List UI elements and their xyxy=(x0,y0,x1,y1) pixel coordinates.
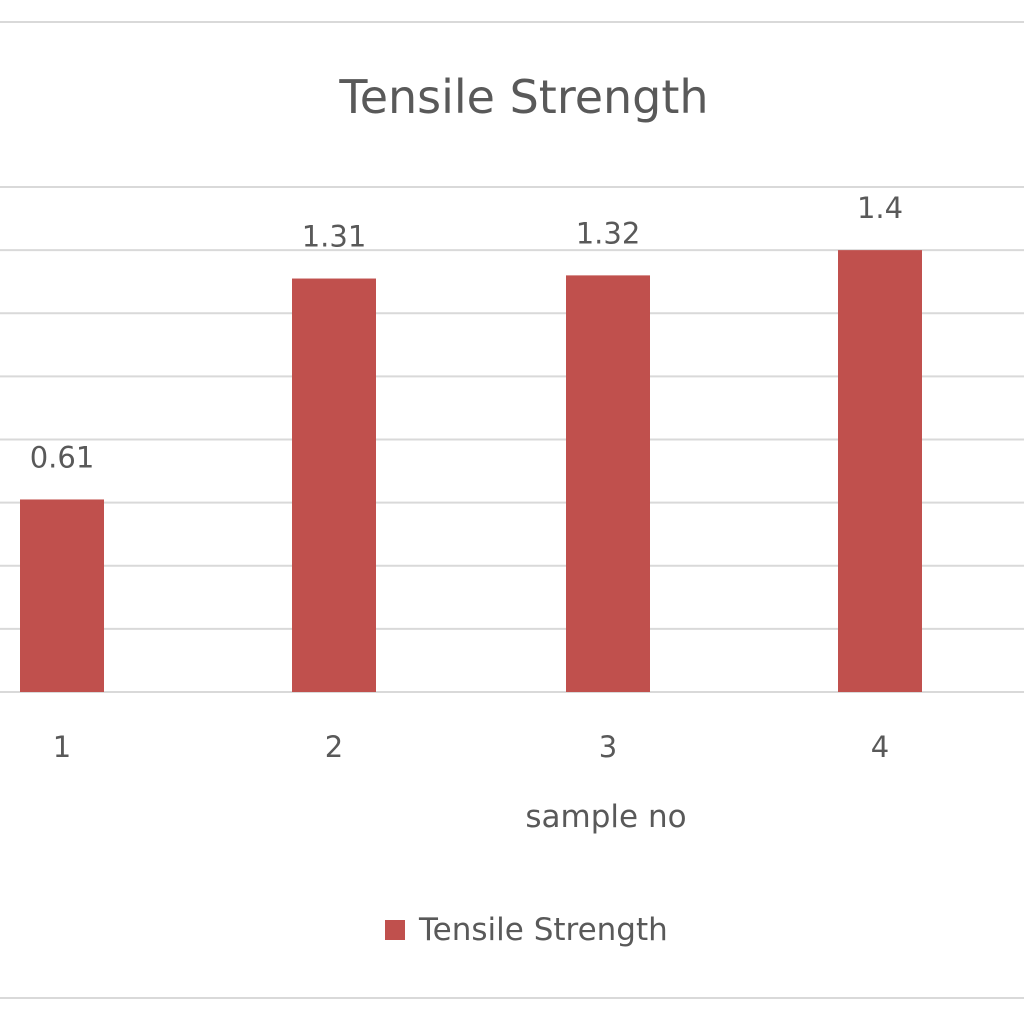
x-axis-label: sample no xyxy=(525,799,686,835)
data-label: 0.61 xyxy=(30,440,95,474)
legend-swatch xyxy=(385,920,405,940)
legend: Tensile Strength xyxy=(385,912,668,948)
data-label: 1.4 xyxy=(857,191,903,225)
x-tick-label: 4 xyxy=(871,730,889,764)
bar xyxy=(566,275,650,692)
bars xyxy=(20,250,922,692)
data-label: 1.32 xyxy=(576,216,641,250)
bar xyxy=(838,250,922,692)
chart-title: Tensile Strength xyxy=(338,70,708,124)
data-labels: 0.61 1.31 1.32 1.4 xyxy=(30,191,903,474)
x-tick-label: 3 xyxy=(599,730,617,764)
x-tick-labels: 1 2 3 4 xyxy=(53,730,889,764)
bar xyxy=(292,278,376,692)
legend-label: Tensile Strength xyxy=(418,912,668,948)
x-tick-label: 1 xyxy=(53,730,71,764)
x-tick-label: 2 xyxy=(325,730,343,764)
bar xyxy=(20,499,104,692)
data-label: 1.31 xyxy=(302,220,367,254)
